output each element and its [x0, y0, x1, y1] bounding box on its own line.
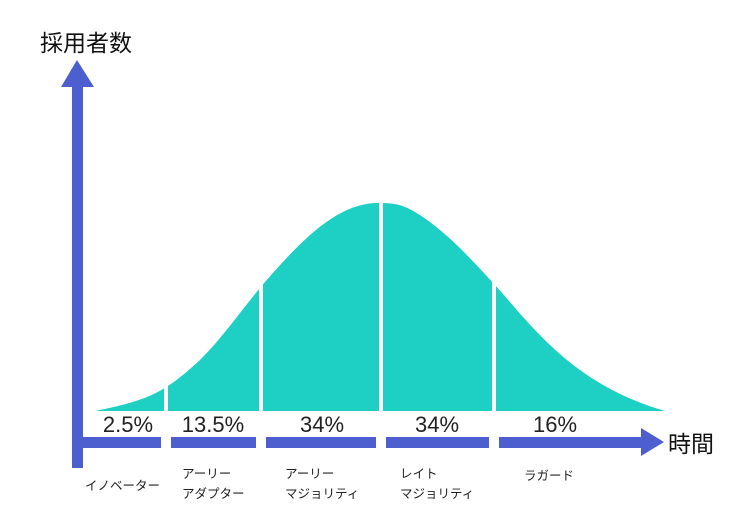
category-label-early-adopters: アーリー アダプター: [182, 466, 245, 501]
category-line: レイト: [400, 466, 438, 481]
category-line: アダプター: [182, 486, 245, 501]
x-axis-label: 時間: [668, 432, 714, 458]
x-axis-segment-4: [386, 437, 489, 448]
x-axis-segment-2: [171, 437, 256, 448]
x-axis-arrowhead: [641, 428, 664, 456]
category-line: アーリー: [182, 466, 231, 481]
category-line: マジョリティ: [285, 486, 359, 501]
x-axis: [72, 428, 664, 456]
percent-labels: 2.5% 13.5% 34% 34% 16%: [103, 412, 577, 437]
x-axis-segment-1: [72, 437, 161, 448]
category-labels: イノベーター アーリー アダプター アーリー マジョリティ レイト マジョリティ…: [85, 466, 574, 501]
category-label-late-majority: レイト マジョリティ: [400, 466, 474, 501]
category-line: アーリー: [285, 466, 334, 481]
y-axis: [61, 60, 94, 468]
category-line: ラガード: [524, 468, 574, 483]
divider-1: [164, 380, 168, 415]
y-axis-arrowhead: [61, 60, 94, 87]
divider-2: [259, 270, 263, 415]
divider-3: [379, 195, 383, 415]
x-axis-segment-5: [499, 437, 641, 448]
percent-label-early-adopters: 13.5%: [182, 412, 244, 437]
category-label-laggards: ラガード: [524, 468, 574, 483]
y-axis-label: 採用者数: [40, 31, 132, 57]
percent-label-laggards: 16%: [533, 412, 577, 437]
percent-label-early-majority: 34%: [300, 412, 344, 437]
category-line: マジョリティ: [400, 486, 474, 501]
percent-label-innovators: 2.5%: [103, 412, 153, 437]
category-line: イノベーター: [85, 478, 160, 493]
divider-4: [492, 270, 496, 415]
segment-dividers: [164, 195, 496, 415]
x-axis-segment-3: [266, 437, 376, 448]
y-axis-line: [72, 84, 83, 468]
category-label-early-majority: アーリー マジョリティ: [285, 466, 359, 501]
percent-label-late-majority: 34%: [415, 412, 459, 437]
category-label-innovators: イノベーター: [85, 478, 160, 493]
